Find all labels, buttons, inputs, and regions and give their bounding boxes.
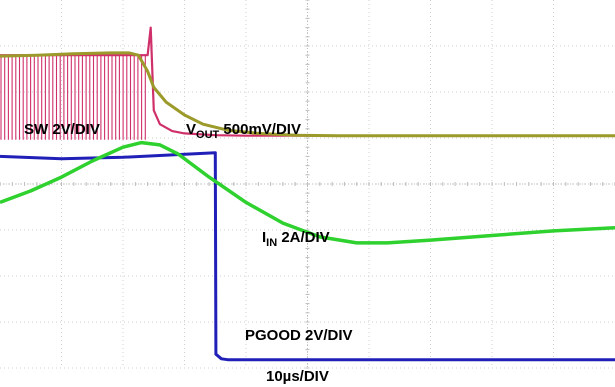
sw-label: SW 2V/DIV	[24, 121, 100, 138]
iin-label-subscript: IN	[266, 237, 277, 249]
traces	[0, 26, 615, 362]
timebase-label: 10µs/DIV	[266, 368, 329, 385]
pgood-label: PGOOD 2V/DIV	[245, 327, 353, 344]
grid	[0, 0, 615, 369]
iin-label-rest: 2A/DIV	[277, 229, 330, 246]
vout-trace	[0, 51, 615, 138]
iin-label-main: I	[262, 229, 266, 246]
vout-label-rest: 500mV/DIV	[219, 121, 301, 138]
vout-label: VOUT 500mV/DIV	[186, 121, 301, 141]
iin-trace	[0, 140, 615, 245]
sw-trace	[0, 26, 615, 137]
iin-label: IIN 2A/DIV	[262, 229, 330, 249]
vout-label-main: V	[186, 121, 196, 138]
pgood-trace	[0, 151, 615, 362]
vout-label-subscript: OUT	[196, 129, 220, 141]
sw-switching-burst	[0, 54, 146, 140]
